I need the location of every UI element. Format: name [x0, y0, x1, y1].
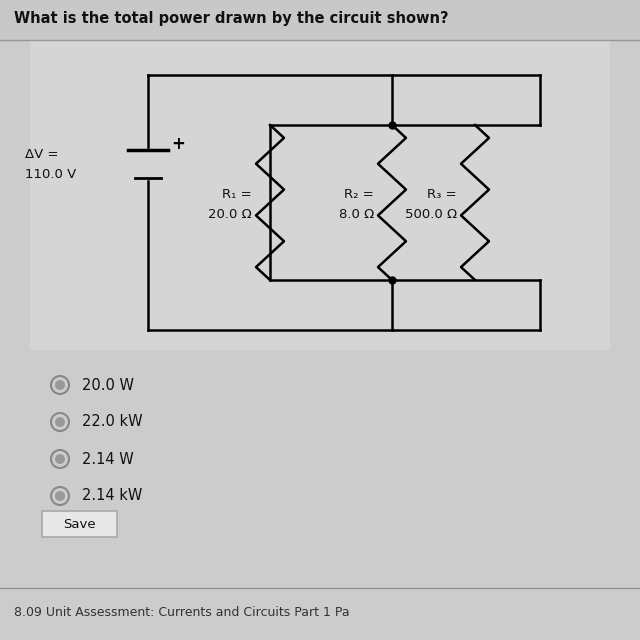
Text: 20.0 W: 20.0 W [82, 378, 134, 392]
Circle shape [55, 417, 65, 427]
Bar [0, 0, 640, 40]
Text: Save: Save [63, 518, 96, 531]
Text: R₃ =: R₃ = [428, 188, 457, 201]
Text: 2.14 kW: 2.14 kW [82, 488, 142, 504]
Text: 20.0 Ω: 20.0 Ω [208, 208, 252, 221]
Circle shape [55, 454, 65, 464]
Text: 2.14 W: 2.14 W [82, 451, 134, 467]
FancyBboxPatch shape [42, 511, 117, 537]
Text: What is the total power drawn by the circuit shown?: What is the total power drawn by the cir… [14, 10, 449, 26]
Bar [30, 40, 610, 350]
Text: R₁ =: R₁ = [222, 188, 252, 201]
Text: 8.09 Unit Assessment: Currents and Circuits Part 1 Pa: 8.09 Unit Assessment: Currents and Circu… [14, 605, 349, 618]
Text: +: + [171, 135, 185, 153]
Text: 22.0 kW: 22.0 kW [82, 415, 143, 429]
Text: 110.0 V: 110.0 V [25, 168, 76, 182]
Text: 8.0 Ω: 8.0 Ω [339, 208, 374, 221]
Circle shape [55, 380, 65, 390]
Circle shape [55, 491, 65, 501]
Text: 500.0 Ω: 500.0 Ω [405, 208, 457, 221]
Text: R₂ =: R₂ = [344, 188, 374, 201]
Text: ΔV =: ΔV = [25, 148, 58, 161]
